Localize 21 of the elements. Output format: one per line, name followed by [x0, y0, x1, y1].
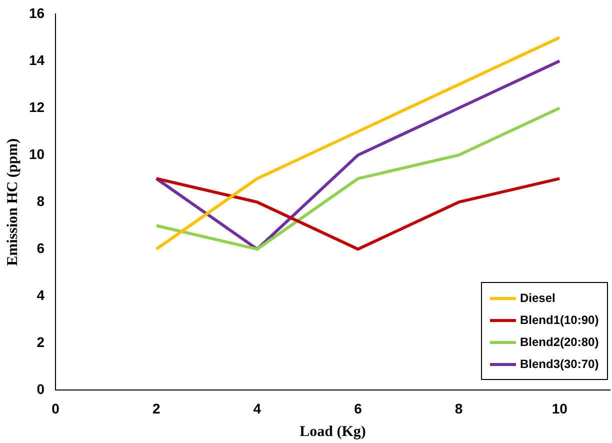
x-tick-label: 2 — [152, 400, 160, 416]
y-tick-label: 10 — [28, 146, 45, 162]
x-tick-label: 6 — [354, 400, 362, 416]
y-tick-label: 4 — [36, 287, 45, 304]
y-tick-label: 8 — [36, 192, 45, 209]
legend-label: Blend3(30:70) — [520, 357, 599, 372]
y-tick-label: 0 — [36, 381, 45, 398]
x-tick-label: 0 — [52, 400, 60, 416]
y-tick-label: 6 — [36, 240, 45, 256]
y-tick-label: 16 — [28, 4, 45, 21]
x-axis-title: Load (Kg) — [300, 424, 366, 440]
y-tick-label: 2 — [36, 334, 45, 350]
x-tick-label: 10 — [552, 400, 568, 416]
legend-label: Blend2(20:80) — [520, 335, 599, 350]
legend-label: Diesel — [520, 291, 556, 306]
x-tick-label: 4 — [253, 400, 262, 416]
y-tick-label: 14 — [28, 52, 45, 68]
y-tick-label: 12 — [28, 98, 45, 115]
legend-label: Blend1(10:90) — [520, 313, 599, 328]
y-axis-title: Emission HC (ppm) — [4, 138, 21, 266]
x-tick-label: 8 — [454, 400, 463, 416]
